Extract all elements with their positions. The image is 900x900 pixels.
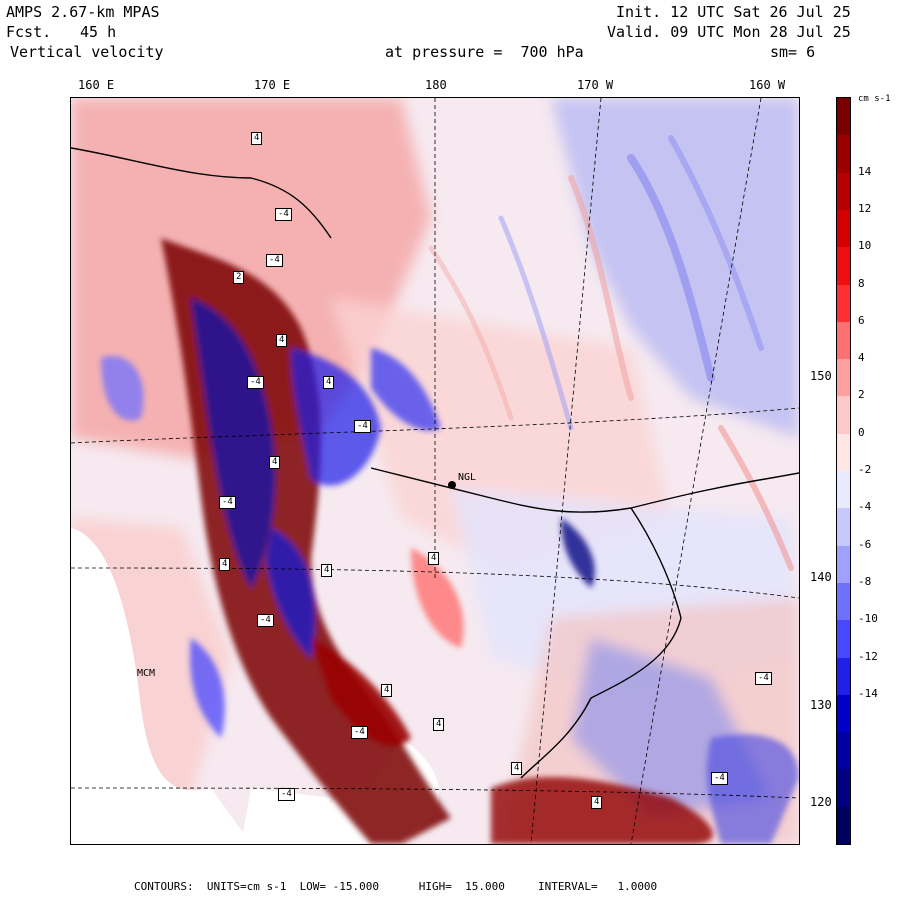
colorbar-tick-label: -12 xyxy=(858,649,878,663)
lon-label-180: 180 xyxy=(425,78,447,92)
colorbar-swatch xyxy=(837,172,850,211)
contour-info: CONTOURS: UNITS=cm s-1 LOW= -15.000 HIGH… xyxy=(134,880,658,893)
colorbar-tick-label: -14 xyxy=(858,686,878,700)
colorbar-tick-label: 0 xyxy=(858,425,865,439)
value-box: 4 xyxy=(433,718,445,731)
colorbar-swatch xyxy=(837,545,850,584)
colorbar-tick-label: 12 xyxy=(858,201,872,215)
colorbar-swatch xyxy=(837,694,850,733)
value-box: 4 xyxy=(381,684,393,697)
colorbar-swatch xyxy=(837,247,850,285)
colorbar-swatch xyxy=(837,321,850,360)
field-name: Vertical velocity xyxy=(10,43,164,61)
colorbar-tick-label: 6 xyxy=(858,313,865,327)
colorbar-swatch xyxy=(837,135,850,174)
vertical-velocity-field xyxy=(71,98,799,844)
value-box: 4 xyxy=(428,552,440,565)
value-box: 4 xyxy=(219,558,231,571)
colorbar-swatch xyxy=(837,433,850,472)
lon-label-160w: 160 W xyxy=(749,78,786,92)
colorbar-swatch xyxy=(837,359,850,397)
value-box: -4 xyxy=(275,208,292,221)
colorbar-tick-label: -10 xyxy=(858,612,878,626)
colorbar-tick-label: 8 xyxy=(858,276,865,290)
pressure-level: at pressure = 700 hPa xyxy=(385,43,584,61)
colorbar-swatch xyxy=(837,396,850,435)
value-box: 4 xyxy=(251,132,263,145)
value-box: -4 xyxy=(219,496,236,509)
value-box: -4 xyxy=(278,788,295,801)
value-box: -4 xyxy=(711,772,728,785)
colorbar-units: cm s-1 xyxy=(858,94,891,104)
colorbar-swatch xyxy=(837,620,850,658)
value-box: -4 xyxy=(247,376,264,389)
colorbar-tick-label: -4 xyxy=(858,500,872,514)
colorbar-tick-label: 2 xyxy=(858,388,865,402)
init-time: Init. 12 UTC Sat 26 Jul 25 xyxy=(616,3,851,21)
colorbar-swatch xyxy=(837,657,850,696)
value-box: -4 xyxy=(266,254,283,267)
colorbar-swatch xyxy=(837,806,850,845)
colorbar-swatch xyxy=(837,471,850,509)
colorbar-tick-label: 14 xyxy=(858,164,872,178)
colorbar-swatch xyxy=(837,98,850,136)
value-box: -4 xyxy=(354,420,371,433)
lon-label-160e: 160 E xyxy=(78,78,115,92)
value-box: 4 xyxy=(323,376,335,389)
smoothing-label: sm= 6 xyxy=(770,43,816,61)
colorbar-swatch xyxy=(837,769,850,808)
mcm-label: MCM xyxy=(137,668,156,679)
colorbar-tick-label: 4 xyxy=(858,351,865,365)
colorbar-swatch xyxy=(837,284,850,323)
value-box: 4 xyxy=(591,796,603,809)
colorbar-tick-label: -8 xyxy=(858,574,872,588)
map-panel: NGL MCM 4 -4 -4 2 4 -4 4 -4 4 -4 4 -4 4 … xyxy=(70,97,800,845)
value-box: 4 xyxy=(511,762,523,775)
value-box: -4 xyxy=(755,672,772,685)
colorbar-swatch xyxy=(837,209,850,248)
colorbar-swatch xyxy=(837,732,850,770)
value-box: -4 xyxy=(351,726,368,739)
value-box: -4 xyxy=(257,614,274,627)
station-dot xyxy=(448,481,456,489)
colorbar-tick-label: 10 xyxy=(858,239,872,253)
model-title: AMPS 2.67-km MPAS xyxy=(6,3,160,21)
valid-time: Valid. 09 UTC Mon 28 Jul 25 xyxy=(607,23,851,41)
colorbar xyxy=(836,97,851,845)
value-box: 4 xyxy=(276,334,288,347)
lon-label-170w: 170 W xyxy=(577,78,614,92)
colorbar-tick-label: -6 xyxy=(858,537,872,551)
forecast-label: Fcst. xyxy=(6,23,52,41)
value-box: 4 xyxy=(269,456,281,469)
colorbar-swatch xyxy=(837,508,850,547)
value-box: 2 xyxy=(233,271,245,284)
colorbar-tick-label: -2 xyxy=(858,463,872,476)
forecast-hours: 45 h xyxy=(80,23,117,41)
station-label: NGL xyxy=(458,472,477,483)
lon-label-170e: 170 E xyxy=(254,78,291,92)
value-box: 4 xyxy=(321,564,333,577)
colorbar-swatch xyxy=(837,582,850,621)
